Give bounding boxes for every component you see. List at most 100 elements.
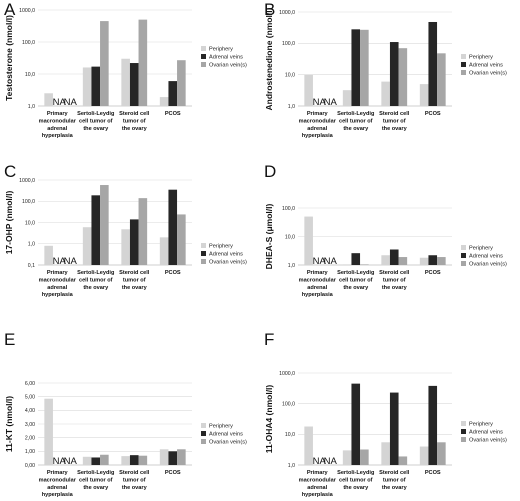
bar-periphery: [44, 93, 53, 106]
category-label: the ovary: [122, 285, 148, 291]
category-label: tumor of: [123, 477, 146, 483]
bar-adrenal: [428, 385, 438, 465]
legend-swatch-periphery: [461, 245, 466, 250]
bar-ovarian: [437, 257, 446, 265]
bar-periphery: [82, 456, 92, 465]
legend-swatch-periphery: [461, 54, 466, 59]
category-label: the ovary: [83, 485, 109, 491]
bar-ovarian: [100, 185, 109, 265]
bar-adrenal: [129, 455, 139, 465]
bar-adrenal: [91, 457, 101, 465]
legend-label-adrenal: Adrenal veins: [209, 432, 243, 438]
y-tick-label: 4,00: [25, 408, 35, 414]
bar-periphery: [381, 442, 390, 465]
category-label: Sertoli-Leydig: [337, 111, 375, 117]
bar-ovarian: [100, 21, 109, 107]
bar-periphery: [159, 237, 169, 265]
category-label: the ovary: [122, 485, 148, 491]
bar-periphery: [304, 426, 313, 465]
category-label: the ovary: [343, 126, 369, 132]
category-label: macronodular: [39, 118, 77, 124]
y-tick-label: 1000,0: [19, 8, 35, 14]
legend-swatch-periphery: [201, 423, 206, 428]
category-label: the ovary: [343, 285, 369, 291]
category-label: cell tumor of: [79, 477, 113, 483]
bar-ovarian: [138, 19, 148, 107]
category-label: Primary: [307, 270, 329, 276]
bar-periphery: [121, 229, 130, 265]
category-label: adrenal: [307, 126, 327, 132]
bar-adrenal: [91, 66, 101, 106]
bar-periphery: [121, 456, 130, 465]
category-label: Sertoli-Leydig: [337, 270, 375, 276]
bar-periphery: [381, 255, 390, 265]
legend-swatch-periphery: [201, 243, 206, 248]
na-label: NA: [324, 97, 338, 108]
y-tick-label: 100,0: [282, 206, 295, 212]
y-tick-label: 2,00: [25, 435, 35, 441]
bar-periphery: [342, 90, 352, 106]
y-axis-label: Androstenedione (nmol/l): [264, 7, 274, 110]
category-label: the ovary: [382, 285, 408, 291]
category-label: macronodular: [39, 277, 77, 283]
bar-ovarian: [437, 53, 446, 106]
category-label: cell tumor of: [339, 477, 373, 483]
legend-swatch-adrenal: [461, 253, 466, 258]
legend-swatch-periphery: [201, 46, 206, 51]
legend-swatch-ovarian: [201, 439, 206, 444]
na-label: NA: [313, 97, 327, 108]
bar-ovarian: [177, 449, 186, 465]
category-label: the ovary: [83, 285, 109, 291]
bar-ovarian: [138, 198, 148, 265]
category-label: tumor of: [383, 118, 406, 124]
panel-letter: B: [264, 0, 275, 19]
category-label: hyperplasia: [302, 292, 334, 298]
bar-adrenal: [168, 81, 178, 106]
bar-periphery: [159, 449, 169, 465]
bar-periphery: [342, 264, 352, 265]
legend-swatch-adrenal: [201, 251, 206, 256]
y-tick-label: 6,00: [25, 381, 35, 387]
bar-periphery: [82, 227, 92, 265]
legend-label-periphery: Periphery: [209, 424, 233, 430]
bar-adrenal: [91, 195, 101, 265]
na-label: NA: [324, 456, 338, 467]
legend-label-ovarian: Ovarian vein(s): [469, 71, 507, 77]
bar-periphery: [82, 67, 92, 106]
category-label: Sertoli-Leydig: [77, 270, 115, 276]
category-label: tumor of: [383, 277, 406, 283]
y-tick-label: 1,00: [25, 449, 35, 455]
category-label: Steroid cell: [119, 111, 150, 117]
category-label: adrenal: [47, 285, 67, 291]
legend-label-ovarian: Ovarian vein(s): [209, 63, 247, 69]
panel-c: C 17-OHP (nmol/l) 0,1 1,0 10,0 100,0 1000,0 NAN…: [4, 162, 247, 298]
panel-letter: F: [264, 330, 274, 349]
bar-adrenal: [168, 451, 178, 465]
y-tick-label: 10,0: [285, 72, 295, 78]
y-tick-label: 100,0: [282, 41, 295, 47]
category-label: Primary: [307, 111, 329, 117]
category-label: the ovary: [122, 126, 148, 132]
legend-label-adrenal: Adrenal veins: [209, 252, 243, 258]
y-axis-label: DHEA-S (μmol/l): [264, 204, 274, 270]
bar-periphery: [159, 97, 169, 106]
y-tick-label: 100,0: [282, 401, 295, 407]
bar-periphery: [419, 446, 429, 465]
y-tick-label: 1000,0: [279, 371, 295, 377]
bar-ovarian: [360, 449, 369, 465]
bar-adrenal: [389, 42, 399, 106]
category-label: PCOS: [425, 470, 441, 476]
category-label: Primary: [307, 470, 329, 476]
panel-e: E 11-KT (nmol/l) 0,00 1,00 2,00 3,00 4,00 5,00 6…: [4, 330, 247, 498]
category-label: PCOS: [165, 111, 181, 117]
category-label: Steroid cell: [379, 111, 410, 117]
legend-label-periphery: Periphery: [469, 55, 493, 61]
y-tick-label: 100,0: [22, 40, 35, 46]
category-label: Steroid cell: [119, 470, 150, 476]
category-label: macronodular: [39, 477, 77, 483]
legend-swatch-ovarian: [461, 437, 466, 442]
category-label: the ovary: [343, 485, 369, 491]
bar-ovarian: [360, 264, 369, 265]
